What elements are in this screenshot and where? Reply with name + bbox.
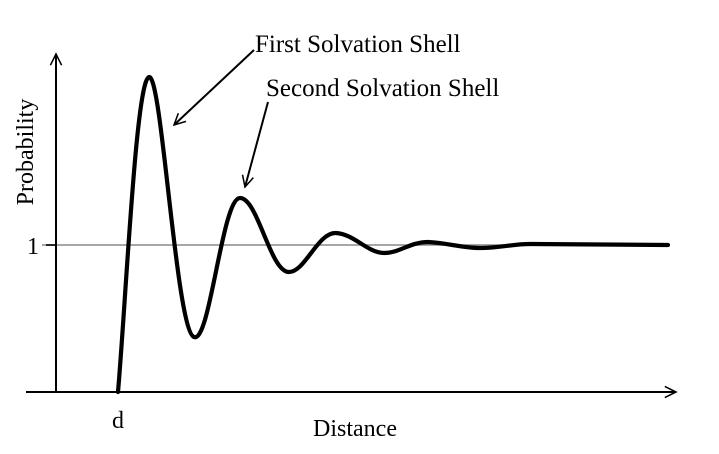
- y-tick-label: 1: [27, 234, 39, 260]
- probability-curve: [115, 74, 671, 395]
- first-shell-arrow: [174, 49, 255, 125]
- x-axis-label: Distance: [313, 416, 397, 442]
- y-axis-label: Probability: [13, 99, 39, 206]
- second-shell-arrow: [245, 101, 269, 187]
- second-shell-annotation: Second Solvation Shell: [266, 75, 499, 102]
- x-tick-label: d: [112, 408, 124, 434]
- first-shell-annotation: First Solvation Shell: [255, 31, 461, 58]
